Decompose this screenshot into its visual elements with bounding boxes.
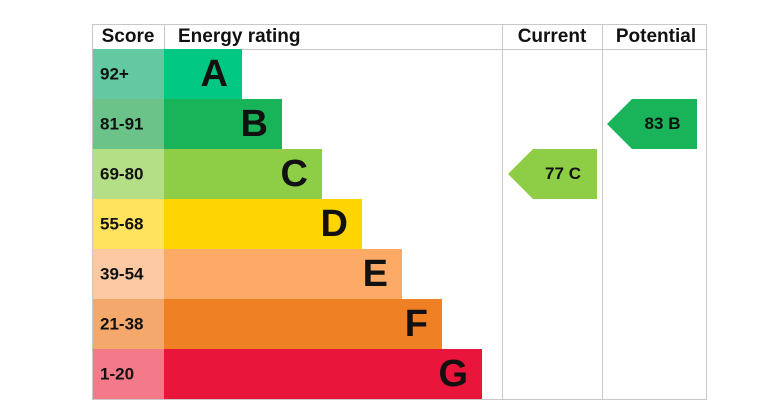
score-cell: [93, 49, 164, 99]
score-cell: [93, 349, 164, 399]
score-cell: [93, 99, 164, 149]
score-label: 21-38: [100, 314, 143, 333]
rating-bar: [164, 349, 482, 399]
header-current: Current: [518, 26, 587, 47]
score-label: 81-91: [100, 114, 143, 133]
score-label: 1-20: [100, 364, 134, 383]
rating-letter: D: [321, 203, 348, 245]
rating-letter: F: [405, 303, 428, 345]
header-potential: Potential: [616, 26, 696, 47]
rating-bar: [164, 249, 402, 299]
score-label: 55-68: [100, 214, 143, 233]
current-label: 77 C: [545, 164, 581, 183]
score-cell: [93, 249, 164, 299]
rating-letter: E: [363, 253, 388, 295]
header-score: Score: [102, 26, 155, 47]
rating-bar: [164, 199, 362, 249]
score-cell: [93, 149, 164, 199]
current-arrow: [508, 149, 597, 199]
score-cell: [93, 299, 164, 349]
score-label: 69-80: [100, 164, 143, 183]
header-rating: Energy rating: [178, 26, 300, 47]
potential-label: 83 B: [645, 114, 681, 133]
current-band: C: [569, 164, 581, 183]
potential-value: 83: [645, 114, 664, 133]
rating-letter: B: [241, 103, 268, 145]
current-value: 77: [545, 164, 564, 183]
score-cell: [93, 199, 164, 249]
rating-bar: [164, 99, 282, 149]
potential-band: B: [668, 114, 680, 133]
score-label: 92+: [100, 64, 129, 83]
score-label: 39-54: [100, 264, 144, 283]
rating-letter: C: [281, 153, 308, 195]
rating-bar: [164, 49, 242, 99]
rating-letter: G: [438, 353, 468, 395]
rating-bar: [164, 149, 322, 199]
rating-bar: [164, 299, 442, 349]
potential-arrow: [607, 99, 697, 149]
rating-letter: A: [201, 53, 228, 95]
